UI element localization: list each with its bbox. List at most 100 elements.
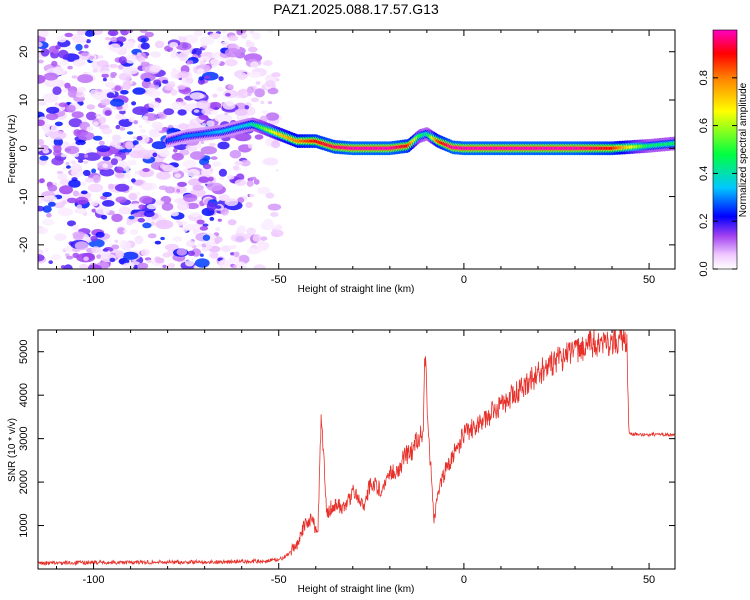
noise-blob bbox=[67, 65, 73, 70]
noise-blob bbox=[77, 74, 94, 84]
noise-blob bbox=[51, 60, 58, 67]
noise-blob bbox=[217, 218, 222, 222]
noise-blob bbox=[84, 152, 101, 161]
noise-blob bbox=[227, 84, 234, 90]
noise-blob bbox=[265, 80, 276, 88]
noise-blob bbox=[141, 115, 149, 121]
noise-blob bbox=[211, 161, 222, 167]
noise-blob bbox=[140, 61, 150, 67]
noise-blob bbox=[195, 100, 211, 110]
noise-blob bbox=[183, 193, 198, 203]
y-tick-label: -10 bbox=[18, 189, 30, 205]
noise-blob bbox=[38, 227, 49, 235]
noise-blob bbox=[176, 202, 190, 211]
noise-blob bbox=[220, 207, 229, 216]
noise-blob bbox=[93, 91, 107, 101]
spectrogram-xlabel: Height of straight line (km) bbox=[298, 284, 415, 295]
noise-blob bbox=[116, 252, 125, 258]
noise-blob bbox=[134, 235, 144, 245]
noise-blob bbox=[65, 46, 72, 50]
noise-blob bbox=[191, 48, 202, 56]
noise-blob bbox=[83, 169, 91, 177]
noise-blob bbox=[274, 224, 283, 230]
noise-blob bbox=[77, 131, 95, 141]
noise-blob bbox=[202, 59, 207, 63]
noise-blob bbox=[74, 207, 87, 214]
noise-blob bbox=[93, 135, 103, 141]
noise-blob bbox=[117, 227, 126, 235]
noise-blob bbox=[245, 201, 253, 209]
noise-blob bbox=[119, 126, 126, 131]
noise-blob bbox=[102, 77, 107, 82]
colorbar-tick-label: 0.6 bbox=[698, 118, 710, 133]
noise-blob bbox=[164, 85, 174, 91]
colorbar-tick-label: 0.8 bbox=[698, 70, 710, 85]
noise-blob bbox=[137, 262, 149, 269]
noise-blob bbox=[260, 100, 265, 105]
noise-blob bbox=[38, 249, 44, 255]
noise-blob bbox=[202, 71, 219, 81]
noise-blob bbox=[97, 66, 111, 74]
noise-blob bbox=[265, 192, 275, 199]
noise-blob bbox=[174, 173, 181, 179]
noise-blob bbox=[249, 176, 257, 181]
noise-blob bbox=[196, 219, 205, 225]
noise-blob bbox=[58, 102, 68, 108]
noise-blob bbox=[77, 159, 84, 163]
noise-blob bbox=[64, 245, 74, 253]
noise-blob bbox=[120, 30, 129, 36]
noise-blob bbox=[143, 78, 151, 82]
noise-blob bbox=[110, 36, 118, 43]
noise-blob bbox=[90, 201, 99, 207]
noise-blob bbox=[97, 55, 104, 59]
noise-blob bbox=[210, 156, 218, 160]
x-tick-label: -50 bbox=[271, 274, 287, 286]
noise-blob bbox=[199, 226, 209, 231]
noise-blob bbox=[160, 236, 165, 241]
noise-blob bbox=[164, 243, 179, 251]
noise-blob bbox=[175, 220, 181, 224]
noise-blob bbox=[50, 254, 62, 261]
noise-blob bbox=[198, 114, 209, 121]
noise-blob bbox=[275, 78, 280, 82]
noise-blob bbox=[52, 48, 59, 55]
noise-blob bbox=[122, 262, 135, 269]
noise-blob bbox=[271, 72, 281, 78]
noise-blob bbox=[252, 85, 258, 90]
noise-blob bbox=[214, 113, 233, 123]
noise-blob bbox=[53, 144, 62, 154]
noise-blob bbox=[115, 124, 121, 130]
noise-blob bbox=[136, 53, 143, 58]
y-tick-label: 10 bbox=[18, 94, 30, 106]
noise-blob bbox=[102, 156, 111, 162]
noise-blob bbox=[95, 206, 110, 215]
noise-blob bbox=[83, 256, 89, 261]
noise-blob bbox=[66, 255, 74, 260]
noise-blob bbox=[140, 42, 150, 50]
noise-blob bbox=[197, 243, 202, 248]
noise-blob bbox=[156, 171, 171, 180]
noise-blob bbox=[77, 86, 87, 93]
noise-blob bbox=[159, 164, 167, 169]
noise-blob bbox=[214, 239, 220, 244]
noise-blob bbox=[124, 54, 137, 64]
noise-blob bbox=[248, 71, 262, 78]
noise-blob bbox=[252, 32, 261, 40]
noise-blob bbox=[67, 89, 77, 98]
noise-blob bbox=[72, 252, 80, 259]
noise-blob bbox=[38, 59, 44, 64]
noise-blob bbox=[176, 248, 188, 256]
noise-blob bbox=[122, 251, 139, 260]
noise-blob bbox=[64, 82, 71, 89]
noise-blob bbox=[181, 226, 189, 232]
noise-blob bbox=[229, 255, 240, 264]
noise-blob bbox=[96, 60, 109, 67]
noise-blob bbox=[72, 190, 80, 197]
noise-blob bbox=[102, 163, 108, 168]
noise-blob bbox=[104, 110, 112, 116]
noise-blob bbox=[72, 59, 86, 67]
noise-blob bbox=[71, 75, 78, 79]
noise-blob bbox=[62, 87, 69, 93]
noise-blob bbox=[122, 66, 139, 75]
noise-blob bbox=[102, 248, 109, 252]
